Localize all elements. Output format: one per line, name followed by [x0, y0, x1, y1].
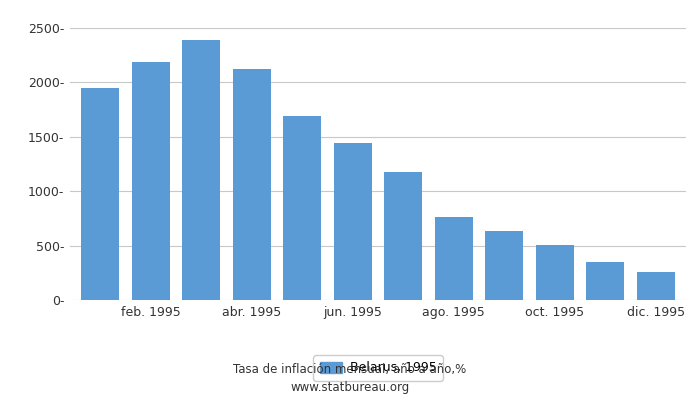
Legend: Belarus, 1995: Belarus, 1995	[314, 355, 442, 381]
Bar	[81, 88, 119, 300]
Bar	[284, 116, 321, 300]
Bar	[435, 217, 472, 300]
Bar	[485, 232, 523, 300]
Text: www.statbureau.org: www.statbureau.org	[290, 381, 410, 394]
Bar	[384, 172, 422, 300]
Bar	[233, 69, 271, 300]
Bar	[182, 40, 220, 300]
Bar	[334, 143, 372, 300]
Bar	[587, 262, 624, 300]
Bar	[637, 272, 675, 300]
Text: Tasa de inflación mensual, año a año,%: Tasa de inflación mensual, año a año,%	[233, 364, 467, 376]
Bar	[536, 245, 574, 300]
Bar	[132, 62, 169, 300]
